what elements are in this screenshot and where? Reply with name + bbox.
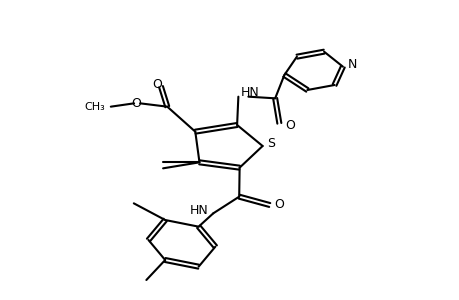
Text: CH₃: CH₃ bbox=[84, 102, 105, 112]
Text: S: S bbox=[267, 136, 275, 149]
Text: O: O bbox=[285, 119, 295, 132]
Text: N: N bbox=[347, 58, 357, 71]
Text: O: O bbox=[152, 78, 162, 91]
Text: O: O bbox=[131, 97, 141, 110]
Text: HN: HN bbox=[240, 86, 258, 99]
Text: O: O bbox=[274, 199, 284, 212]
Text: HN: HN bbox=[189, 204, 208, 217]
